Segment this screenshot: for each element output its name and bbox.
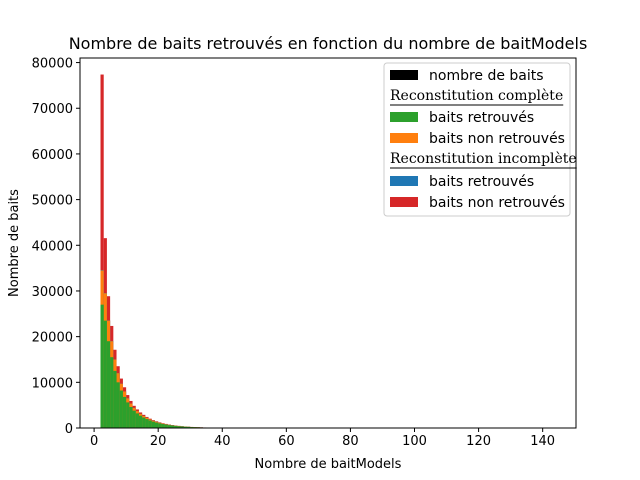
bar bbox=[126, 402, 130, 428]
y-tick-label: 10000 bbox=[32, 376, 73, 391]
x-tick-label: 0 bbox=[90, 434, 98, 449]
x-tick-label: 40 bbox=[214, 434, 231, 449]
legend-swatch bbox=[390, 176, 418, 186]
bar bbox=[145, 419, 149, 428]
y-tick-label: 50000 bbox=[32, 194, 73, 209]
x-tick-label: 120 bbox=[466, 434, 491, 449]
y-tick-label: 70000 bbox=[32, 102, 73, 117]
y-tick-label: 20000 bbox=[32, 331, 73, 346]
bar bbox=[187, 426, 191, 428]
bar bbox=[170, 425, 175, 428]
bar bbox=[132, 410, 136, 428]
y-tick-label: 60000 bbox=[32, 148, 73, 163]
x-tick-label: 140 bbox=[530, 434, 555, 449]
x-axis: 0 20 40 60 80 100 120 140 bbox=[90, 428, 555, 449]
x-tick-label: 60 bbox=[278, 434, 295, 449]
bar bbox=[116, 382, 120, 428]
x-axis-label: Nombre de baitModels bbox=[255, 457, 402, 472]
x-tick-label: 80 bbox=[342, 434, 359, 449]
bar bbox=[177, 426, 181, 428]
y-axis-label: Nombre de baits bbox=[7, 189, 22, 297]
chart-title: Nombre de baits retrouvés en fonction du… bbox=[69, 34, 588, 53]
legend-label: baits non retrouvés bbox=[429, 131, 565, 147]
bar bbox=[154, 422, 159, 428]
y-tick-label: 40000 bbox=[32, 239, 73, 254]
bar bbox=[122, 396, 127, 428]
legend-swatch bbox=[390, 112, 418, 122]
legend-label: baits retrouvés bbox=[429, 110, 534, 126]
legend-label: nombre de baits bbox=[429, 68, 544, 84]
legend-swatch bbox=[390, 197, 418, 207]
bar bbox=[151, 421, 155, 428]
bar bbox=[110, 357, 114, 428]
plot-frame bbox=[79, 57, 577, 429]
bar bbox=[113, 370, 117, 428]
x-tick-label: 100 bbox=[402, 434, 427, 449]
legend-group-header: Reconstitution complète bbox=[390, 88, 563, 104]
bar bbox=[106, 341, 111, 428]
bar bbox=[158, 423, 162, 428]
bar bbox=[129, 406, 133, 428]
bar bbox=[100, 74, 104, 429]
bar bbox=[142, 417, 146, 428]
bar bbox=[135, 413, 139, 428]
bar bbox=[164, 424, 168, 428]
legend-label: baits non retrouvés bbox=[429, 195, 565, 211]
legend-swatch bbox=[390, 70, 418, 80]
x-tick-label: 20 bbox=[150, 434, 167, 449]
y-axis: 0 10000 20000 30000 40000 50000 60000 70000 8000… bbox=[32, 57, 80, 437]
bar bbox=[183, 426, 188, 428]
y-tick-label: 80000 bbox=[32, 57, 73, 72]
bar bbox=[100, 304, 104, 428]
legend-group-header: Reconstitution incomplète bbox=[390, 151, 577, 167]
bar bbox=[167, 425, 171, 428]
bar bbox=[119, 390, 123, 428]
legend-frame bbox=[383, 62, 571, 217]
bar bbox=[180, 426, 184, 428]
legend-label: baits retrouvés bbox=[429, 174, 534, 190]
bar bbox=[161, 424, 165, 428]
legend-swatch bbox=[390, 133, 418, 143]
bars-layer bbox=[100, 74, 236, 429]
y-tick-label: 30000 bbox=[32, 285, 73, 300]
bar bbox=[103, 320, 107, 428]
bar bbox=[148, 420, 152, 428]
legend: nombre de baits Reconstitution complète ba… bbox=[383, 62, 577, 217]
y-tick-label: 0 bbox=[65, 422, 73, 437]
bar bbox=[138, 415, 143, 428]
bar bbox=[174, 425, 178, 428]
